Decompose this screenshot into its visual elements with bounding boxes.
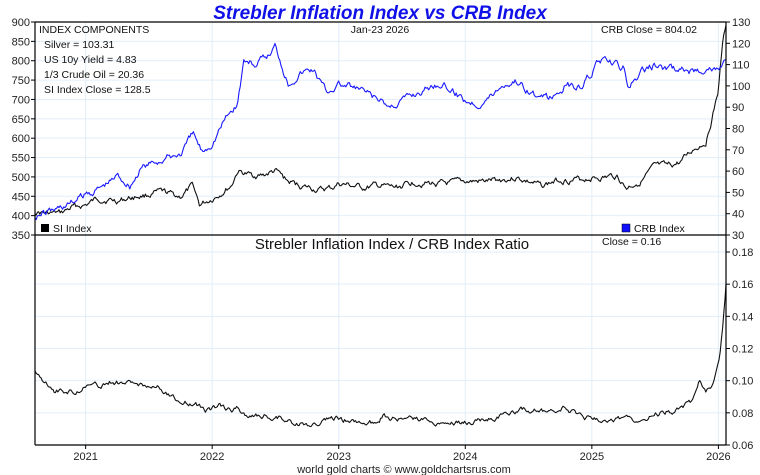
right-tick-label: 100 (732, 81, 750, 93)
right-tick-label: 120 (732, 38, 750, 50)
silver-value: Silver = 103.31 (44, 39, 114, 51)
legend-label-crb: CRB Index (634, 223, 686, 235)
ratio-tick-label: 0.10 (732, 376, 753, 388)
legend-swatch-si (41, 224, 49, 232)
ratio-tick-label: 0.12 (732, 344, 753, 356)
ratio-close-value: Close = 0.16 (602, 236, 661, 248)
x-tick-label: 2023 (326, 451, 350, 463)
right-tick-label: 110 (732, 60, 750, 72)
right-tick-label: 40 (732, 209, 744, 221)
right-tick-label: 30 (732, 230, 744, 242)
ratio-tick-label: 0.18 (732, 247, 753, 259)
left-tick-label: 450 (12, 191, 30, 203)
left-tick-label: 550 (12, 153, 30, 165)
legend-label-si: SI Index (53, 223, 92, 235)
date-label: Jan-23 2026 (351, 24, 410, 36)
ratio-tick-label: 0.08 (732, 408, 753, 420)
right-tick-label: 60 (732, 166, 744, 178)
right-tick-label: 50 (732, 187, 744, 199)
right-tick-label: 70 (732, 145, 744, 157)
crb-index-line (34, 42, 727, 221)
x-tick-label: 2024 (453, 451, 477, 463)
crb-close-value: CRB Close = 804.02 (601, 24, 697, 36)
left-tick-label: 500 (12, 172, 30, 184)
left-tick-label: 650 (12, 114, 30, 126)
ratio-tick-label: 0.16 (732, 279, 753, 291)
footer-credit: world gold charts © www.goldchartsrus.co… (296, 464, 511, 475)
lower-series (34, 284, 727, 428)
ratio-line (34, 284, 727, 428)
left-tick-label: 400 (12, 211, 30, 223)
left-tick-label: 800 (12, 56, 30, 68)
right-tick-label: 130 (732, 17, 750, 29)
right-tick-label: 80 (732, 124, 744, 136)
legend-swatch-crb (621, 223, 631, 233)
left-tick-label: 350 (12, 230, 30, 242)
yield-value: US 10y Yield = 4.83 (44, 54, 137, 66)
left-tick-label: 700 (12, 94, 30, 106)
left-tick-label: 850 (12, 36, 30, 48)
right-tick-label: 90 (732, 102, 744, 114)
x-tick-label: 2022 (200, 451, 224, 463)
x-tick-label: 2026 (706, 451, 730, 463)
lower-gridlines (35, 251, 726, 414)
chart-title: Strebler Inflation Index vs CRB Index (213, 3, 548, 24)
x-tick-label: 2025 (580, 451, 604, 463)
ratio-title: Strebler Inflation Index / CRB Index Rat… (255, 236, 529, 253)
ratio-tick-label: 0.06 (732, 440, 753, 452)
crude-value: 1/3 Crude Oil = 20.36 (44, 69, 144, 81)
upper-series (34, 25, 727, 221)
si-close-value: SI Index Close = 128.5 (44, 84, 151, 96)
left-tick-label: 600 (12, 133, 30, 145)
si-index-line (34, 25, 727, 216)
left-tick-label: 900 (12, 17, 30, 29)
ratio-tick-label: 0.14 (732, 311, 753, 323)
components-header: INDEX COMPONENTS (39, 24, 149, 36)
left-tick-label: 750 (12, 75, 30, 87)
x-tick-label: 2021 (73, 451, 97, 463)
axis-ticks: 2021 2022 2023 2024 2025 2026 900 850 800 750 700 6… (12, 17, 754, 463)
